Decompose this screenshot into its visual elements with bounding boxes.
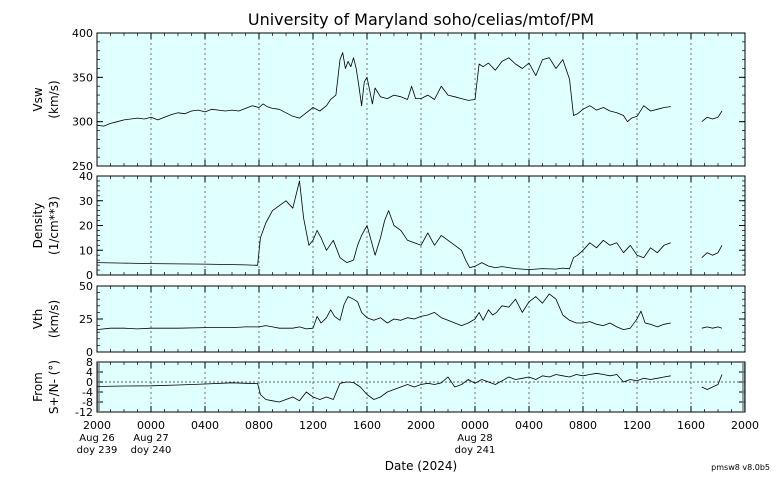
- x-tick-label: 0800: [245, 419, 273, 432]
- density-series-line: [701, 245, 723, 258]
- y-tick-label: 50: [79, 280, 93, 293]
- x-doy-label: doy 241: [455, 445, 496, 456]
- y-tick-label: 40: [79, 170, 93, 183]
- panel-background: [97, 176, 745, 275]
- y-tick-label: 0: [86, 346, 93, 359]
- x-date-label: Aug 28: [457, 433, 492, 444]
- x-tick-label: 1600: [353, 419, 381, 432]
- panel-density: 0 10 20 30 40 Density (1/cm**3): [31, 170, 746, 282]
- x-doy-label: doy 239: [77, 445, 118, 456]
- x-date-label: Aug 26: [79, 433, 114, 444]
- y-tick-label: 25: [79, 313, 93, 326]
- y-tick-label: 350: [72, 71, 93, 84]
- x-tick-label: 0400: [515, 419, 543, 432]
- vth-y-label: Vth (km/s): [31, 300, 61, 338]
- vth-series-line: [701, 326, 723, 329]
- chart-title: University of Maryland soho/celias/mtof/…: [248, 10, 594, 29]
- x-tick-label: 0400: [191, 419, 219, 432]
- y-tick-label: 4: [86, 366, 93, 379]
- y-tick-label: 10: [79, 244, 93, 257]
- x-axis-label: Date (2024): [385, 459, 457, 473]
- y-tick-label: -12: [75, 406, 93, 419]
- vsw-series-line: [701, 110, 723, 123]
- y-tick-label: 250: [72, 160, 93, 173]
- panel-vth: 0 25 50 Vth (km/s): [31, 280, 746, 359]
- x-tick-label: 1600: [677, 419, 705, 432]
- x-date-label: Aug 27: [133, 433, 168, 444]
- density-y-label: Density (1/cm**3): [31, 196, 61, 255]
- x-tick-label: 1200: [299, 419, 327, 432]
- y-tick-label: 8: [86, 356, 93, 369]
- from-series-line: [96, 372, 671, 403]
- x-tick-label: 0000: [137, 419, 165, 432]
- from-series-line: [701, 374, 723, 390]
- x-tick-label: 0800: [569, 419, 597, 432]
- y-tick-label: 20: [79, 220, 93, 233]
- x-tick-label: 2000: [731, 419, 759, 432]
- vth-series-line: [96, 293, 671, 330]
- vsw-y-label: Vsw (km/s): [31, 80, 61, 118]
- x-doy-label: doy 240: [131, 445, 172, 456]
- y-tick-label: 0: [86, 376, 93, 389]
- y-tick-label: -4: [82, 386, 93, 399]
- from-y-label: From S+/N- (°): [31, 360, 61, 414]
- y-tick-label: -8: [82, 396, 93, 409]
- density-series-line: [96, 180, 671, 270]
- x-tick-label: 0000: [461, 419, 489, 432]
- version-label: pmsw8 v8.0b5: [711, 463, 770, 472]
- y-tick-label: 300: [72, 116, 93, 129]
- y-tick-label: 400: [72, 27, 93, 40]
- x-tick-label: 2000: [83, 419, 111, 432]
- y-tick-label: 0: [86, 269, 93, 282]
- panel-vsw: 250 300 350 400 Vsw (km/s): [31, 27, 746, 173]
- y-tick-label: 30: [79, 195, 93, 208]
- vsw-series-line: [96, 52, 671, 127]
- x-tick-label: 1200: [623, 419, 651, 432]
- x-tick-label: 2000: [407, 419, 435, 432]
